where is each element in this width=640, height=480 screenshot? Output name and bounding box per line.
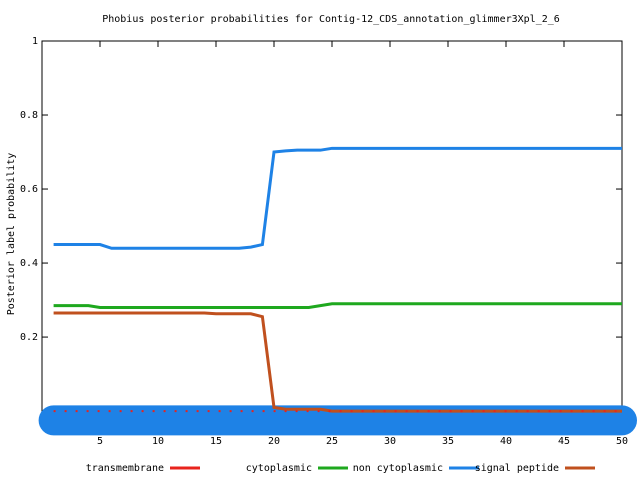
series-line bbox=[53, 302, 622, 309]
y-tick-label: 0.6 bbox=[20, 184, 38, 195]
series-line bbox=[53, 311, 622, 413]
y-axis-label: Posterior label probability bbox=[6, 153, 17, 316]
x-tick-label: 50 bbox=[616, 436, 628, 447]
x-tick-label: 45 bbox=[558, 436, 570, 447]
x-tick-label: 35 bbox=[442, 436, 454, 447]
x-tick-label: 10 bbox=[152, 436, 164, 447]
x-tick-label: 15 bbox=[210, 436, 222, 447]
y-tick-label: 0.2 bbox=[20, 332, 38, 343]
legend-label: signal peptide bbox=[475, 463, 559, 474]
y-tick-label: 0.8 bbox=[20, 110, 38, 121]
y-tick-label: 0.4 bbox=[20, 258, 38, 269]
x-tick-label: 5 bbox=[97, 436, 103, 447]
legend-label: transmembrane bbox=[86, 463, 164, 474]
chart-title: Phobius posterior probabilities for Cont… bbox=[102, 14, 560, 25]
legend-label: cytoplasmic bbox=[246, 463, 312, 474]
series-line bbox=[53, 146, 622, 250]
x-tick-label: 30 bbox=[384, 436, 396, 447]
y-tick-label: 1 bbox=[32, 36, 38, 47]
x-tick-label: 25 bbox=[326, 436, 338, 447]
legend-label: non cytoplasmic bbox=[353, 463, 443, 474]
x-tick-label: 20 bbox=[268, 436, 280, 447]
plot-frame bbox=[41, 40, 623, 428]
x-tick-label: 40 bbox=[500, 436, 512, 447]
